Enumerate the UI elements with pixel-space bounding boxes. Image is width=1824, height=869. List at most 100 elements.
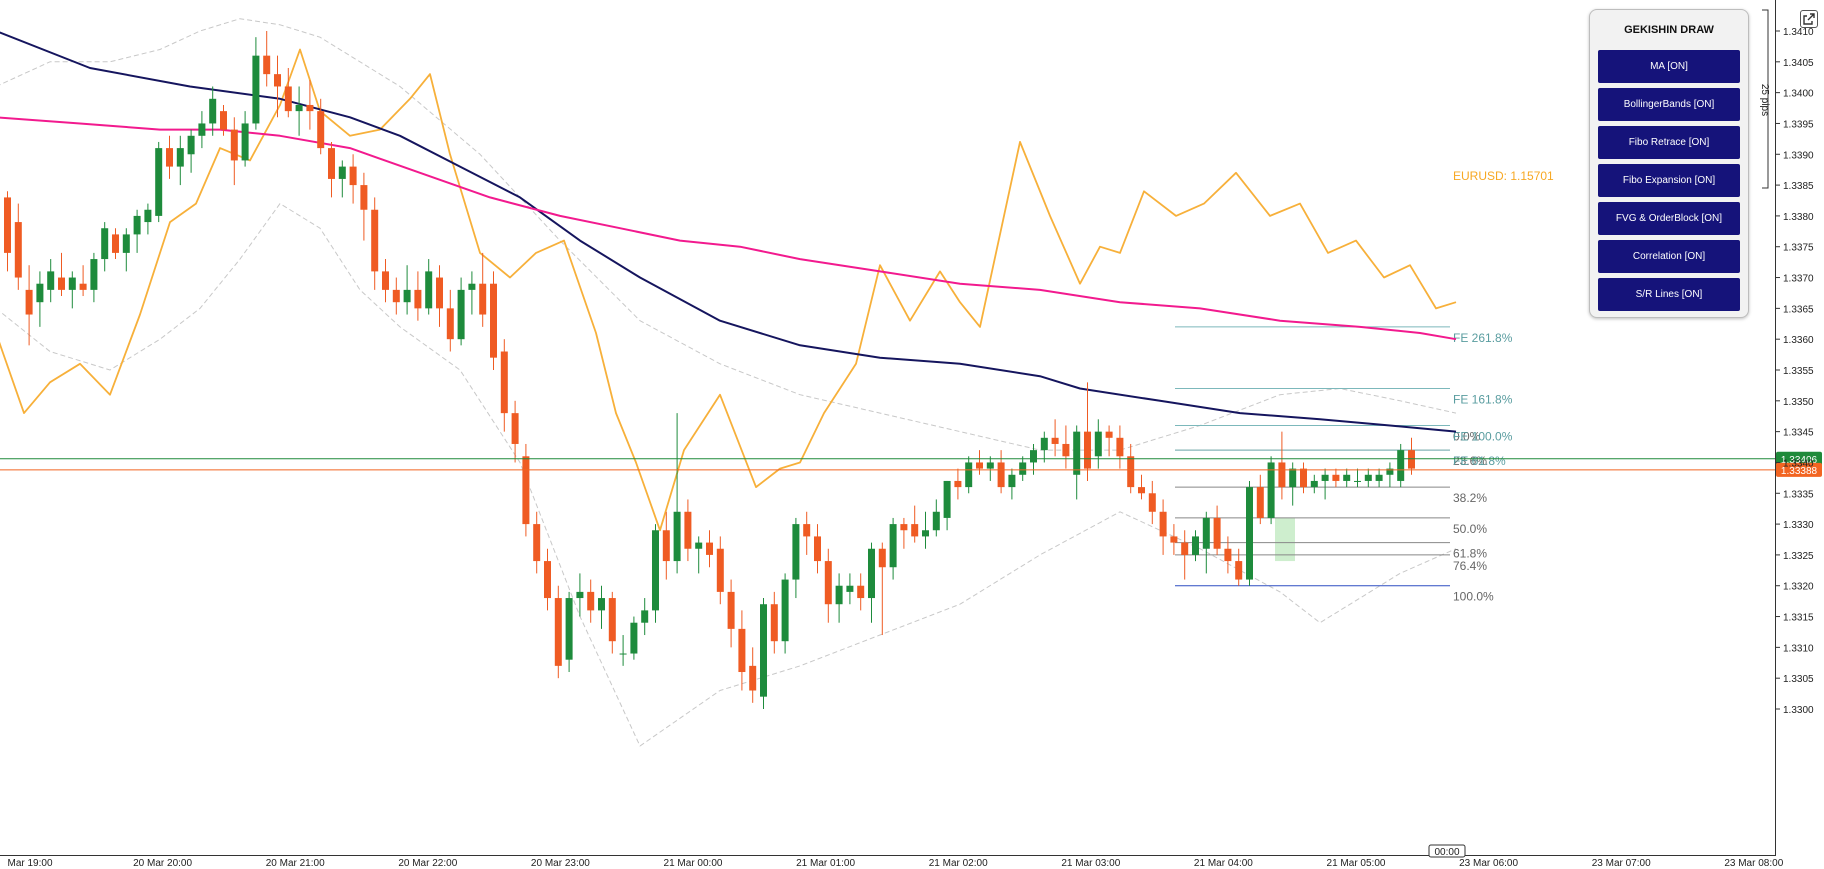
candle-body — [252, 55, 260, 124]
x-tick-label: 21 Mar 03:00 — [1061, 858, 1120, 869]
price-tag — [1776, 451, 1822, 466]
y-tick-label: 1.3370 — [1783, 274, 1814, 285]
price-tag — [1776, 462, 1822, 477]
x-tick-label: 21 Mar 02:00 — [929, 858, 988, 869]
candle-body — [1019, 462, 1027, 475]
panel-title: GEKISHIN DRAW — [1624, 24, 1714, 36]
correlation-toggle-button[interactable]: Correlation [ON] — [1598, 240, 1740, 273]
candle-body — [392, 289, 400, 303]
y-tick-label: 1.3340 — [1783, 458, 1814, 469]
y-tick-label: 1.3360 — [1783, 335, 1814, 346]
candle-body — [630, 622, 638, 654]
y-tick-label: 1.3390 — [1783, 150, 1814, 161]
candle-body — [900, 524, 908, 531]
candle-body — [976, 462, 983, 469]
fibo-expansion-label: FE 161.8% — [1453, 392, 1513, 406]
candle-body — [1062, 443, 1070, 457]
candle-body — [857, 585, 865, 599]
candle-body — [220, 111, 227, 130]
candle-body — [1375, 474, 1383, 481]
candle-body — [1170, 536, 1178, 543]
candle-body — [544, 561, 551, 599]
x-tick-label: 21 Mar 04:00 — [1194, 858, 1253, 869]
candle-body — [230, 129, 238, 161]
ma-slow-line — [0, 31, 1457, 433]
candle-body — [446, 308, 454, 340]
sr-lines-toggle-button[interactable]: S/R Lines [ON] — [1598, 278, 1740, 311]
ma-toggle-button[interactable]: MA [ON] — [1598, 50, 1740, 83]
candle-body — [284, 86, 292, 112]
correlation-line: EURUSD: 1.15701 — [0, 48, 1554, 532]
candle-body — [1235, 561, 1243, 580]
candle-body — [770, 604, 778, 642]
candle-body — [176, 148, 184, 167]
candle-body — [338, 166, 346, 179]
candle-body — [868, 548, 875, 599]
candle-body — [436, 277, 443, 309]
moving-averages — [0, 31, 1457, 433]
candle-body — [1267, 462, 1275, 518]
candle-body — [414, 289, 422, 309]
candle-body — [382, 271, 389, 290]
bollinger-toggle-button[interactable]: BollingerBands [ON] — [1598, 88, 1740, 121]
candle-body — [760, 604, 767, 697]
fibo-retrace-label: 23.6% — [1453, 454, 1487, 468]
candle-body — [673, 511, 681, 562]
y-tick-label: 1.3320 — [1783, 582, 1814, 593]
candle-body — [101, 228, 109, 260]
popout-icon[interactable] — [1800, 10, 1818, 28]
fibo-retrace-label: 50.0% — [1453, 522, 1487, 536]
y-tick-label: 1.3365 — [1783, 304, 1814, 315]
correlation-label: EURUSD: 1.15701 — [1453, 169, 1554, 183]
candle-body — [792, 524, 800, 580]
y-tick-label: 1.3385 — [1783, 181, 1814, 192]
candle-body — [1192, 536, 1199, 555]
y-tick-label: 1.3315 — [1783, 613, 1814, 624]
fibo-retrace-toggle-button[interactable]: Fibo Retrace [ON] — [1598, 126, 1740, 159]
fibo-retrace-label: 61.8% — [1453, 547, 1487, 561]
y-tick-label: 1.3305 — [1783, 674, 1814, 685]
price-tag-label: 1.33388 — [1781, 466, 1818, 477]
candle-body — [652, 530, 659, 611]
candle-body — [457, 289, 465, 340]
x-tick-label: Mar 19:00 — [7, 858, 52, 869]
candle-body — [565, 598, 573, 660]
candle-body — [1289, 468, 1297, 488]
candle-body — [263, 55, 271, 75]
candle-body — [986, 462, 994, 469]
candle-body — [922, 530, 929, 537]
candle-body — [1030, 450, 1037, 463]
candle-body — [14, 222, 22, 278]
y-tick-label: 1.3300 — [1783, 705, 1814, 716]
candle-body — [1364, 474, 1372, 481]
time-cursor-label: 00:00 — [1434, 847, 1459, 858]
candle-body — [835, 585, 843, 605]
ma-fast-line — [0, 116, 1457, 341]
x-tick-label: 23 Mar 07:00 — [1592, 858, 1651, 869]
candle-body — [122, 234, 130, 253]
candle-body — [932, 511, 940, 531]
x-tick-label: 21 Mar 05:00 — [1327, 858, 1386, 869]
candle-body — [1127, 456, 1135, 488]
candle-body — [1343, 474, 1351, 481]
time-cursor-tag — [1428, 844, 1466, 858]
candle-body — [727, 591, 735, 629]
candle-body — [511, 413, 519, 444]
candle-body — [1073, 431, 1081, 475]
candle-body — [576, 591, 584, 599]
fvg-orderblock-toggle-button[interactable]: FVG & OrderBlock [ON] — [1598, 202, 1740, 235]
candle-body — [522, 456, 530, 525]
candle-body — [1332, 474, 1340, 481]
candle-body — [1224, 548, 1232, 562]
y-tick-label: 1.3395 — [1783, 119, 1814, 130]
fibo-expansion-toggle-button[interactable]: Fibo Expansion [ON] — [1598, 164, 1740, 197]
fvg-zone — [1275, 517, 1295, 562]
candle-body — [943, 480, 951, 518]
candle-body — [1008, 474, 1016, 488]
candle-body — [274, 74, 281, 87]
price-tag-label: 1.33406 — [1781, 455, 1818, 466]
candle-body — [1148, 493, 1156, 512]
candle-body — [36, 283, 44, 303]
candle-body — [1202, 517, 1210, 549]
